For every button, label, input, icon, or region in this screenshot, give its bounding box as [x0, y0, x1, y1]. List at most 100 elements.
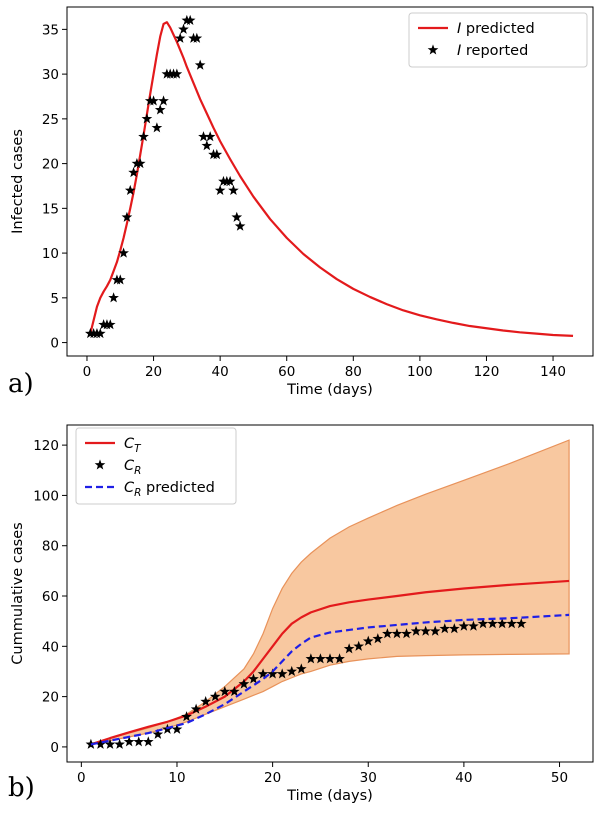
data-point [449, 623, 460, 634]
legend-label-rest: predicted [461, 21, 534, 37]
data-point [152, 728, 164, 739]
data-point [134, 158, 146, 169]
x-tick-label: 40 [455, 770, 472, 786]
panel-a-label: a) [8, 369, 34, 399]
data-point [219, 685, 231, 697]
axes-frame [66, 6, 594, 357]
data-point [248, 673, 259, 684]
data-point [487, 618, 498, 629]
legend-label-subscript: R [134, 487, 141, 499]
uncertainty-band [90, 439, 570, 746]
y-tick-label: 100 [33, 488, 59, 504]
data-point [224, 175, 236, 187]
data-point [184, 14, 196, 25]
data-point [429, 625, 441, 636]
y-tick-label: 15 [42, 201, 59, 217]
data-point [204, 131, 216, 142]
data-point [194, 59, 206, 70]
y-tick-label: 25 [42, 112, 59, 128]
legend-label: CR [124, 458, 141, 477]
y-axis-label: Cummulative cases [10, 522, 26, 664]
data-point [190, 703, 202, 714]
legend-label: CR predicted [124, 480, 215, 499]
y-tick-label: 30 [42, 67, 59, 83]
data-point [108, 292, 119, 303]
data-point [114, 738, 125, 749]
data-point [362, 635, 374, 646]
data-point [286, 665, 298, 676]
legend-label: CT [124, 436, 142, 455]
data-point [104, 319, 116, 330]
data-point [151, 122, 163, 133]
y-tick-label: 40 [42, 639, 59, 655]
data-point [123, 736, 135, 747]
legend-label-rest: reported [461, 43, 528, 59]
data-point [295, 663, 307, 674]
data-point [171, 723, 183, 734]
x-tick-label: 120 [474, 364, 500, 380]
x-tick-label: 60 [278, 364, 295, 380]
data-point [468, 620, 479, 631]
data-point [229, 685, 240, 697]
x-tick-label: 80 [345, 364, 362, 380]
legend-box [408, 12, 588, 68]
data-point [515, 618, 527, 629]
data-point [238, 678, 250, 689]
data-point [171, 68, 183, 79]
data-point [410, 625, 422, 636]
legend-marker [94, 459, 106, 470]
data-point [391, 628, 403, 639]
legend-label-rest: predicted [141, 480, 214, 496]
series-c-t-line [90, 579, 570, 746]
y-tick-label: 80 [42, 539, 59, 555]
data-point [138, 131, 149, 142]
data-point [114, 274, 126, 285]
panel-a-chart: 0 20 40 60 80 100 120 140 0 5 10 15 20 25 30 35 Time (da… [10, 6, 594, 398]
legend-box [75, 427, 237, 505]
panel-b-label: b) [8, 773, 35, 803]
y-tick-label: 120 [33, 438, 59, 454]
data-point [133, 736, 145, 747]
x-tick-label: 40 [212, 364, 229, 380]
data-point [257, 668, 269, 679]
data-point [496, 618, 508, 629]
axes-frame [66, 424, 594, 763]
legend-label: I predicted [457, 21, 535, 37]
legend-label-symbol: C [124, 436, 135, 452]
data-point [94, 328, 106, 339]
data-point [234, 220, 246, 231]
legend-marker [427, 44, 439, 55]
data-point [214, 184, 226, 195]
y-tick-label: 20 [42, 690, 59, 706]
data-point [420, 625, 431, 636]
data-point [353, 640, 365, 651]
series-c-r-markers [85, 618, 527, 749]
data-point [324, 653, 336, 664]
legend-label-symbol: C [124, 458, 135, 474]
x-axis-label: Time (days) [286, 382, 373, 398]
y-tick-label: 10 [42, 246, 59, 262]
x-tick-label: 0 [83, 364, 92, 380]
series-i-predicted-line [89, 21, 574, 337]
x-tick-label: 0 [77, 770, 86, 786]
data-point [305, 653, 317, 664]
legend-label: I reported [457, 43, 528, 59]
data-point [158, 95, 169, 106]
data-point [209, 691, 221, 702]
x-tick-label: 50 [551, 770, 568, 786]
y-tick-label: 5 [50, 291, 59, 307]
data-point [334, 653, 345, 664]
data-point [231, 211, 243, 222]
x-tick-label: 10 [168, 770, 185, 786]
legend-label-symbol: C [124, 480, 135, 496]
data-point [401, 628, 412, 639]
data-point [211, 149, 223, 160]
y-tick-label: 35 [42, 22, 59, 38]
y-tick-label: 0 [50, 740, 59, 756]
data-point [191, 32, 203, 43]
series-c-r-predicted-line [90, 613, 570, 746]
data-point [458, 620, 470, 631]
x-tick-label: 20 [145, 364, 162, 380]
legend-label-subscript: T [134, 443, 142, 455]
